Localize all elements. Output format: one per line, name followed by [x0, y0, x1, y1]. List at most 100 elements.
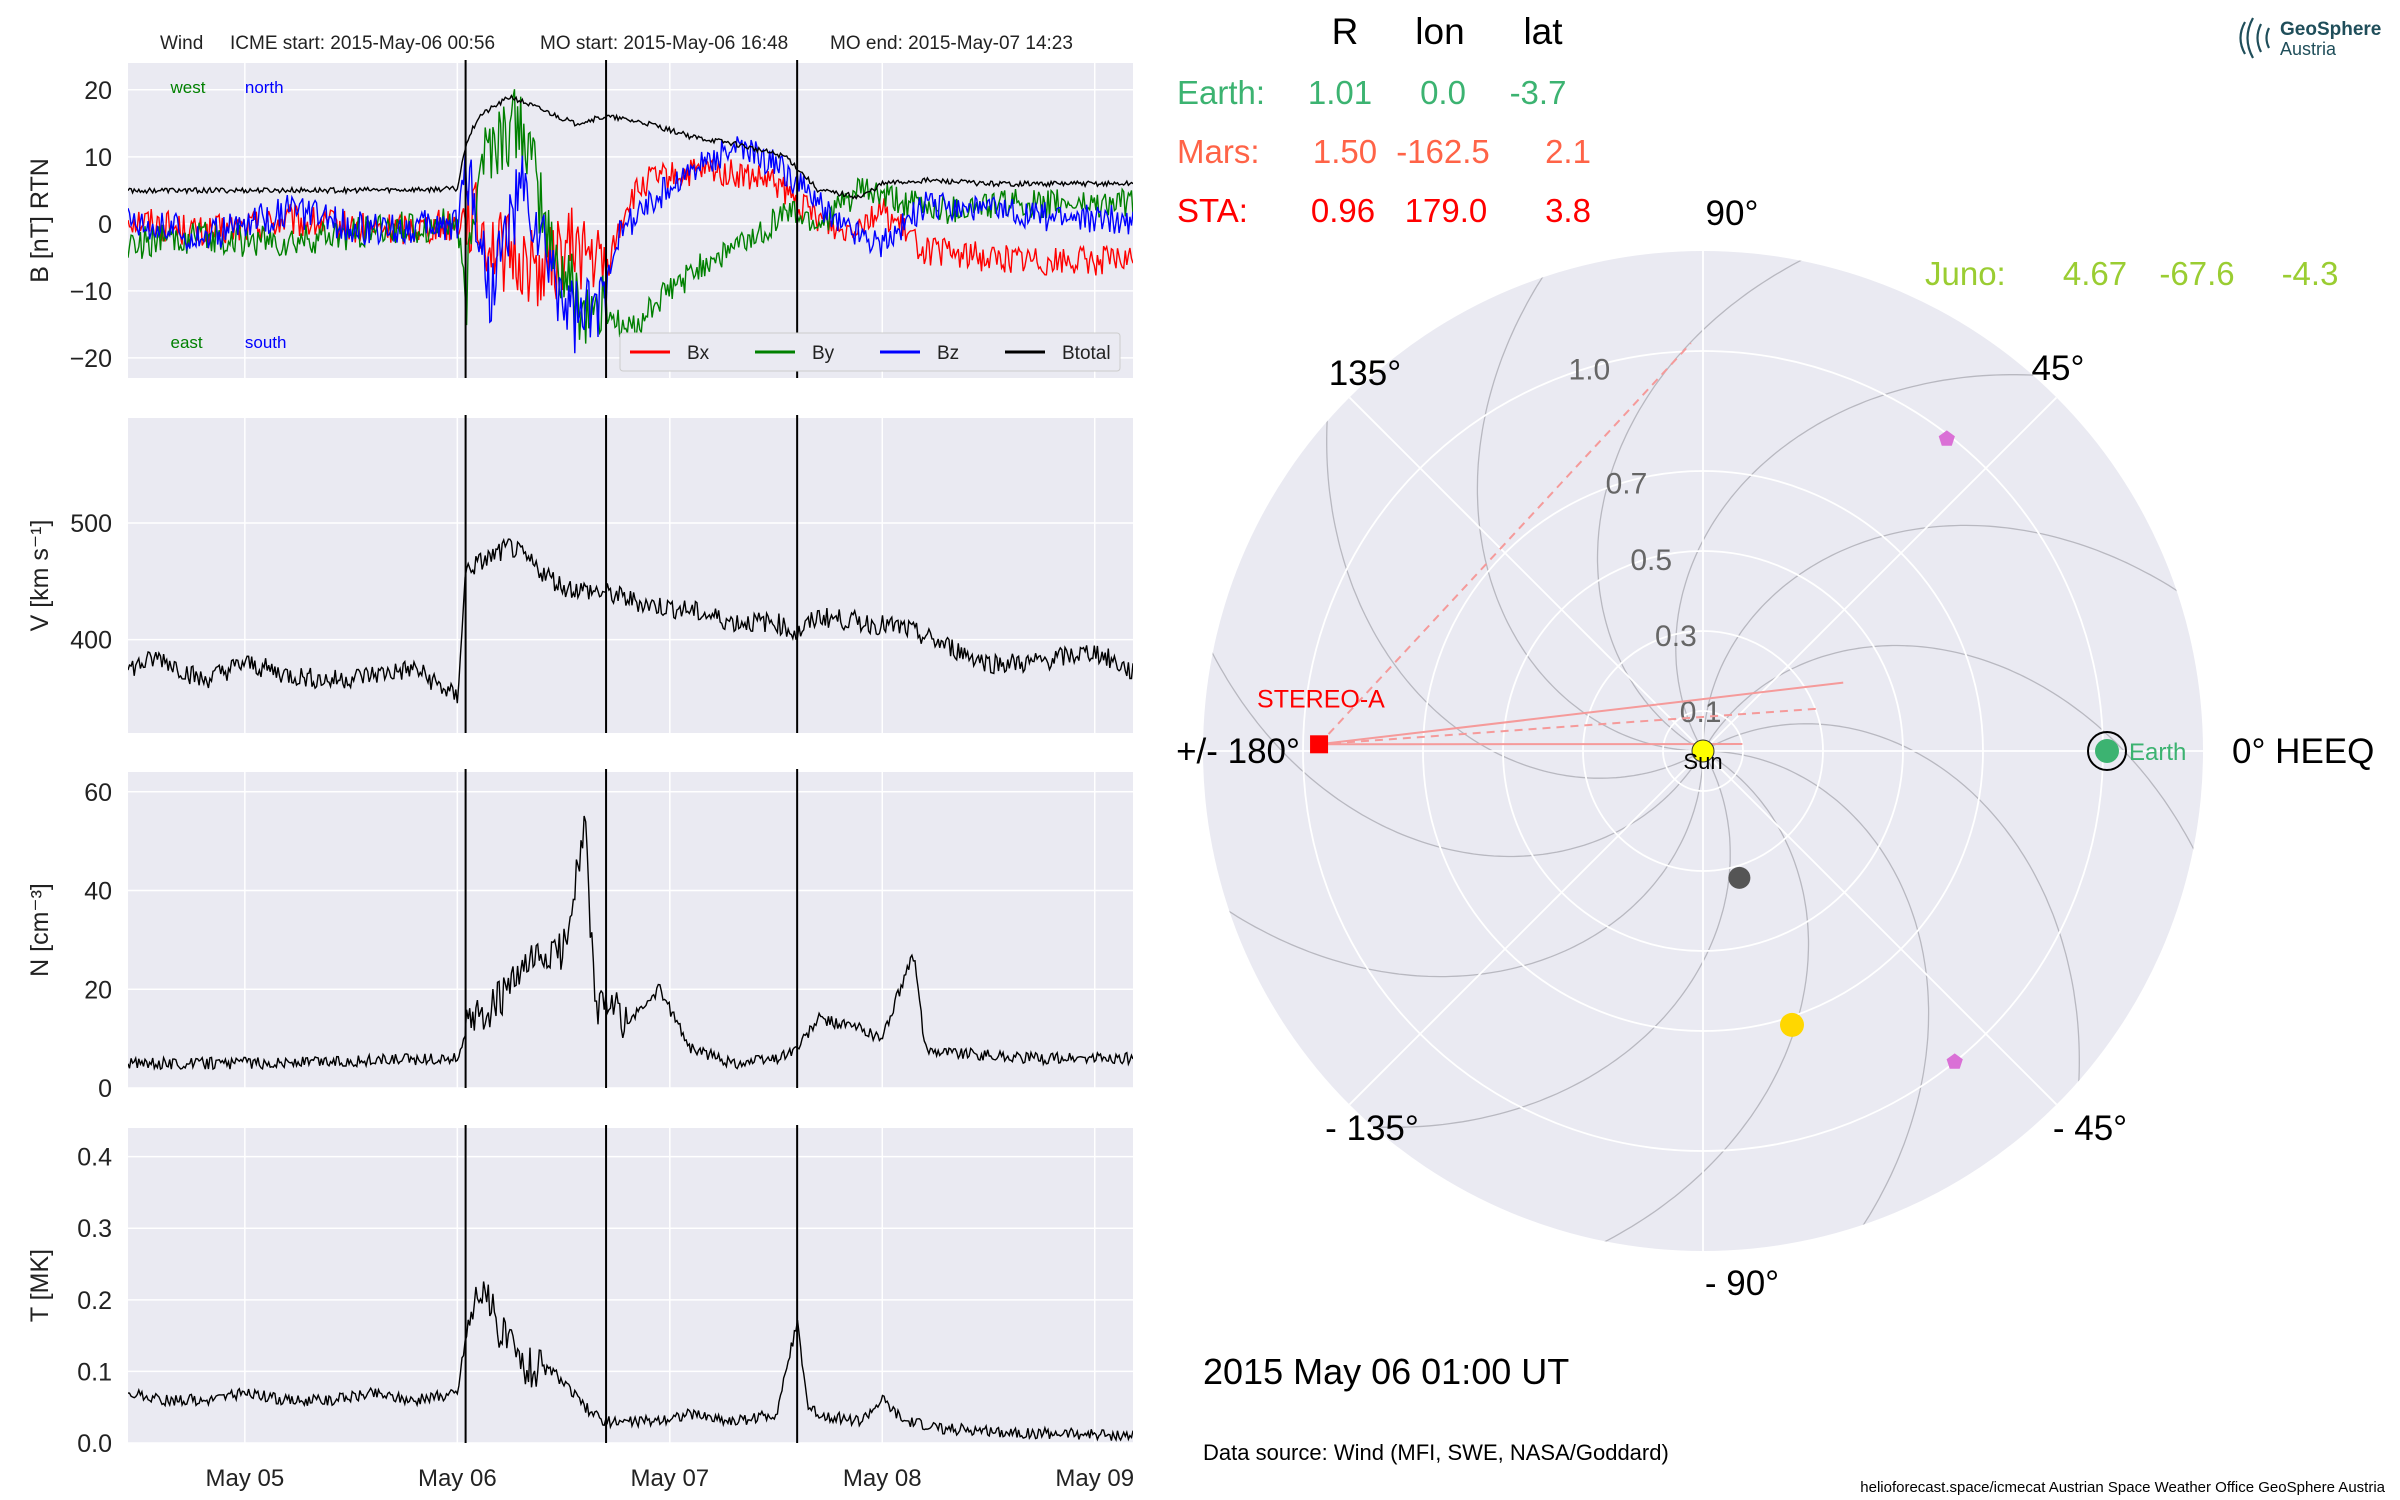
- timeseries-panels: −20 −10 0 10 20 B [nT] RTN west north east south B…: [26, 60, 1134, 1492]
- legend-label-by: By: [812, 343, 835, 364]
- juno-row-name: Juno:: [1925, 255, 2006, 292]
- body-sun: [1691, 739, 1715, 763]
- legend-box: [619, 332, 1121, 372]
- logo-line-1: GeoSphere: [2280, 19, 2381, 40]
- y-axis-label: B [nT] RTN: [26, 158, 54, 283]
- body-venus: [1779, 1012, 1804, 1037]
- annotation-west: west: [169, 78, 205, 97]
- panel-background: [128, 1128, 1133, 1443]
- x-tick-label: May 05: [206, 1465, 285, 1492]
- date-label: 2015 May 06 01:00 UT: [1203, 1351, 1569, 1392]
- sta-row-lon: 179.0: [1405, 192, 1488, 229]
- mars-row-lat: 2.1: [1545, 133, 1591, 170]
- annotation-east: east: [170, 333, 202, 352]
- sta-fov-line: [1318, 342, 1692, 745]
- y-tick-label: 500: [70, 510, 112, 538]
- body-sun-label: Sun: [1683, 749, 1722, 774]
- body-stereo-a: [1310, 735, 1329, 754]
- body-stereo-a-label: STEREO-A: [1257, 685, 1385, 713]
- parker-spiral-line: [1702, 524, 2203, 751]
- positions-table: R lon lat Earth: 1.01 0.0 -3.7 Mars: 1.5…: [1177, 11, 2338, 292]
- mo-end-label: MO end: 2015-May-07 14:23: [830, 33, 1073, 54]
- y-tick-label: 20: [84, 77, 112, 105]
- body-earth-label: Earth: [2129, 739, 2186, 766]
- parker-spiral-line: [1702, 723, 2080, 1113]
- y-tick-label: 60: [84, 779, 112, 807]
- series-line-v: [128, 537, 1133, 704]
- angular-grid-line: [1702, 750, 2058, 1106]
- parker-spiral-line: [1341, 750, 1731, 1128]
- radial-tick-label: 0.7: [1606, 468, 1648, 501]
- y-tick-label: −20: [70, 345, 112, 373]
- y-axis-label: N [cm⁻³]: [26, 883, 54, 977]
- legend-label-bx: Bx: [687, 343, 710, 364]
- body-parker-solar-probe: [1938, 430, 1955, 446]
- panel-background: [128, 772, 1133, 1088]
- angle-label: 90°: [1706, 194, 1759, 233]
- table-header-r: R: [1332, 11, 1359, 52]
- sta-fov-line: [1318, 681, 1844, 746]
- logo-line-2: Austria: [2280, 39, 2337, 59]
- y-tick-label: 40: [84, 878, 112, 906]
- radial-tick-label: 0.5: [1630, 544, 1672, 577]
- panel-speed: 400 500 V [km s⁻¹]: [26, 415, 1133, 733]
- mars-row-r: 1.50: [1313, 133, 1377, 170]
- parker-spiral-line: [1576, 750, 1810, 1251]
- legend-label-bz: Bz: [937, 343, 959, 364]
- angle-label: 135°: [1329, 354, 1401, 393]
- angle-label: 0° HEEQ: [2232, 732, 2374, 771]
- angle-label: 45°: [2032, 349, 2085, 388]
- juno-row-lon: -67.6: [2159, 255, 2234, 292]
- series-line-n: [128, 815, 1133, 1071]
- y-axis-label: V [km s⁻¹]: [26, 520, 54, 632]
- panel-magnetic_field: −20 −10 0 10 20 B [nT] RTN west north east south B…: [26, 60, 1133, 378]
- y-tick-label: 0: [98, 1075, 112, 1103]
- angular-grid-line: [1348, 396, 1704, 752]
- y-tick-label: 10: [84, 144, 112, 172]
- legend-label-btotal: Btotal: [1062, 343, 1111, 364]
- y-tick-label: 20: [84, 976, 112, 1004]
- earth-row-r: 1.01: [1308, 74, 1372, 111]
- y-tick-label: 0.1: [77, 1358, 112, 1386]
- table-header-lon: lon: [1415, 11, 1464, 52]
- sta-row-lat: 3.8: [1545, 192, 1591, 229]
- y-tick-label: 400: [70, 627, 112, 655]
- body-mercury: [1728, 866, 1751, 889]
- panel-density: 0 20 40 60 N [cm⁻³]: [26, 769, 1133, 1103]
- x-tick-label: May 07: [630, 1465, 709, 1492]
- earth-row-lat: -3.7: [1510, 74, 1567, 111]
- parker-spiral-line: [1703, 750, 1930, 1251]
- mars-row-name: Mars:: [1177, 133, 1260, 170]
- juno-row-r: 4.67: [2063, 255, 2127, 292]
- body-bepicolombo: [1946, 1053, 1963, 1069]
- credits-label: helioforecast.space/icmecat Austrian Spa…: [1860, 1479, 2385, 1496]
- geosphere-logo: GeoSphere Austria: [2239, 17, 2381, 59]
- series-line-btotal: [128, 94, 1133, 200]
- radial-tick-label: 0.3: [1655, 620, 1697, 653]
- parker-spiral-line: [1203, 751, 1704, 978]
- series-line-by: [128, 89, 1133, 344]
- series-line-bz: [128, 136, 1133, 354]
- data-source-label: Data source: Wind (MFI, SWE, NASA/Goddar…: [1203, 1440, 1669, 1465]
- angle-label: +/- 180°: [1176, 732, 1300, 771]
- radial-tick-label: 1.0: [1569, 354, 1611, 387]
- sta-row-name: STA:: [1177, 192, 1248, 229]
- y-tick-label: −10: [70, 278, 112, 306]
- body-earth: [2095, 739, 2119, 763]
- y-tick-label: 0: [98, 211, 112, 239]
- annotation-south: south: [245, 333, 287, 352]
- angle-label: - 90°: [1705, 1264, 1779, 1303]
- table-header-lat: lat: [1523, 11, 1563, 52]
- angular-grid-line: [1348, 750, 1704, 1106]
- panel-temperature: 0.0 0.1 0.2 0.3 0.4 T [MK] May 05 May 06 May 07 M…: [26, 1125, 1134, 1492]
- geosphere-logo-mark: [2239, 17, 2270, 59]
- y-tick-label: 0.2: [77, 1287, 112, 1315]
- annotation-north: north: [245, 78, 284, 97]
- juno-row-lat: -4.3: [2282, 255, 2339, 292]
- sta-row-r: 0.96: [1311, 192, 1375, 229]
- panel-background: [128, 418, 1133, 733]
- mars-row-lon: -162.5: [1396, 133, 1490, 170]
- mo-start-label: MO start: 2015-May-06 16:48: [540, 33, 788, 54]
